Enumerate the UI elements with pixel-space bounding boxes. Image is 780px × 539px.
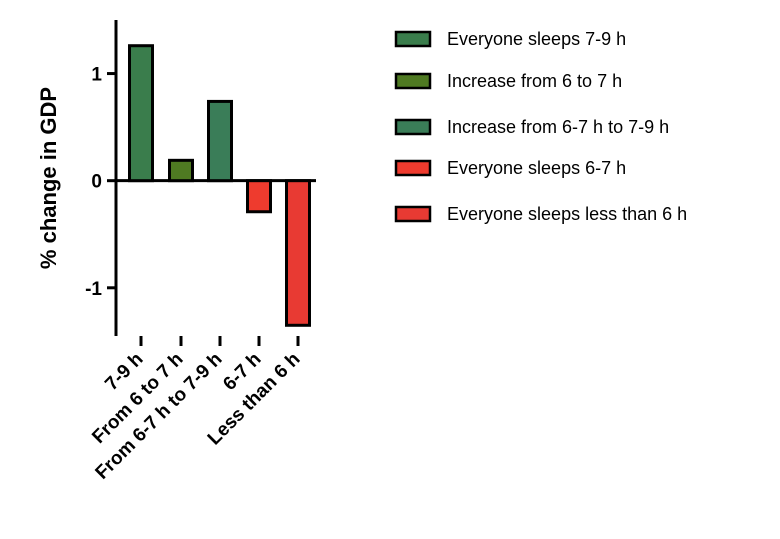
legend-label: Increase from 6 to 7 h — [447, 71, 622, 91]
y-tick-label: 1 — [91, 65, 102, 86]
bar-5 — [285, 179, 311, 327]
legend: Everyone sleeps 7-9 h Increase from 6 to … — [394, 29, 687, 224]
legend-swatch — [394, 72, 432, 90]
legend-label: Everyone sleeps 6-7 h — [447, 158, 626, 178]
legend-label: Everyone sleeps 7-9 h — [447, 29, 626, 49]
bar-2 — [168, 158, 194, 183]
bar-1 — [128, 44, 154, 183]
x-ticks — [139, 336, 300, 346]
y-tick-label: -1 — [85, 279, 102, 300]
legend-swatch — [394, 30, 432, 48]
legend-swatch — [394, 118, 432, 136]
legend-label: Everyone sleeps less than 6 h — [447, 204, 687, 224]
y-axis-label: % change in GDP — [36, 87, 61, 269]
y-ticks: -1 0 1 — [85, 65, 116, 300]
bars — [128, 44, 311, 327]
y-tick-label: 0 — [91, 172, 102, 193]
legend-entry: Increase from 6-7 h to 7-9 h — [394, 117, 669, 137]
bar-3 — [207, 99, 233, 183]
legend-entry: Everyone sleeps 6-7 h — [394, 158, 626, 178]
legend-swatch — [394, 159, 432, 177]
legend-swatch — [394, 205, 432, 223]
bar-4 — [246, 179, 272, 214]
legend-entry: Everyone sleeps 7-9 h — [394, 29, 626, 49]
legend-label: Increase from 6-7 h to 7-9 h — [447, 117, 669, 137]
legend-entry: Everyone sleeps less than 6 h — [394, 204, 687, 224]
legend-entry: Increase from 6 to 7 h — [394, 71, 622, 91]
